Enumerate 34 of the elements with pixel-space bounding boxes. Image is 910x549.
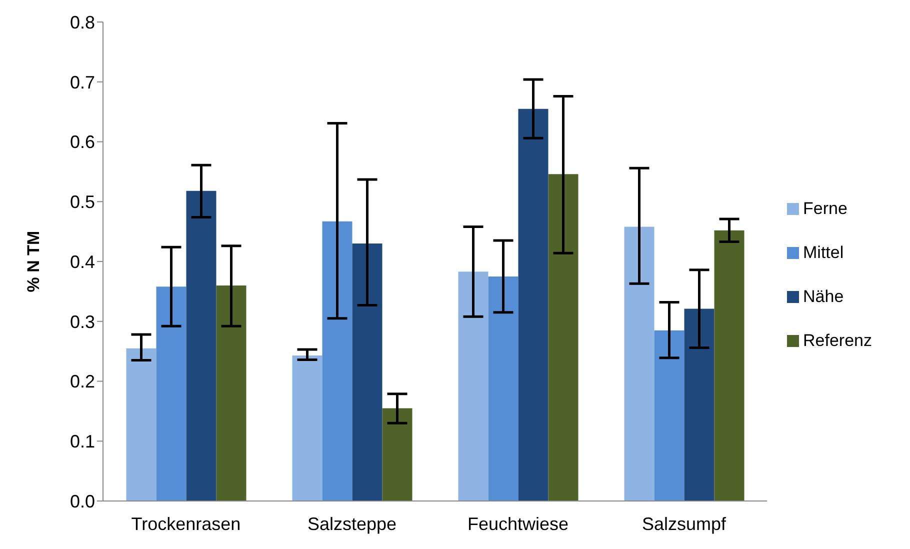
x-tick-label: Salzsteppe	[307, 514, 397, 534]
legend-label: Ferne	[803, 198, 848, 218]
bar	[382, 408, 412, 501]
bar	[518, 108, 548, 501]
bar	[548, 174, 578, 501]
y-tick-label: 0.1	[70, 432, 95, 452]
bar	[292, 356, 322, 501]
x-tick-label: Salzsumpf	[642, 514, 728, 534]
y-tick-label: 0.6	[70, 132, 95, 152]
y-tick-label: 0.4	[70, 252, 95, 272]
bar	[488, 276, 518, 501]
bar	[654, 330, 684, 501]
bar	[714, 230, 744, 501]
bar	[458, 272, 488, 501]
bar	[352, 244, 382, 501]
x-tick-label: Trockenrasen	[131, 514, 241, 534]
bar	[126, 348, 156, 501]
legend-label: Nähe	[803, 286, 844, 306]
legend-label: Mittel	[803, 242, 844, 262]
y-tick-label: 0.7	[70, 72, 95, 92]
y-tick-label: 0.5	[70, 192, 95, 212]
bar	[156, 286, 186, 501]
bar	[216, 285, 246, 501]
y-axis-title: % N TM	[24, 230, 44, 292]
bar	[322, 221, 352, 501]
y-tick-label: 0.3	[70, 312, 95, 332]
bar	[684, 308, 714, 501]
x-tick-label: Feuchtwiese	[467, 514, 569, 534]
y-tick-label: 0.2	[70, 372, 95, 392]
y-tick-label: 0.0	[70, 491, 95, 512]
legend-label: Referenz	[803, 330, 872, 350]
y-tick-label: 0.8	[70, 12, 95, 32]
bar	[624, 226, 654, 501]
bar	[186, 190, 216, 501]
